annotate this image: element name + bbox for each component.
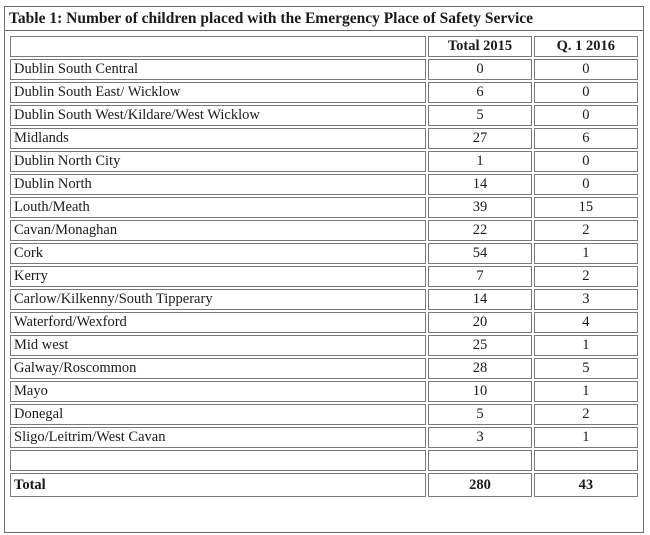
table-row: Cork 54 1 [10, 243, 638, 264]
q1-2016-cell: 0 [533, 105, 638, 126]
total-2015-cell: 39 [428, 197, 532, 218]
table-row: Galway/Roscommon 28 5 [10, 358, 638, 379]
q1-2016-cell: 2 [533, 404, 638, 425]
total-2015-cell: 25 [428, 335, 532, 356]
region-cell: Donegal [10, 404, 427, 425]
table-row: Waterford/Wexford 20 4 [10, 312, 638, 333]
region-cell: Louth/Meath [10, 197, 427, 218]
q1-2016-cell: 2 [533, 220, 638, 241]
total-row: Total 280 43 [10, 473, 638, 497]
header-region [10, 36, 427, 57]
q1-2016-cell: 15 [533, 197, 638, 218]
total-2015-cell: 14 [428, 289, 532, 310]
table-row: Mayo 10 1 [10, 381, 638, 402]
q1-2016-cell: 0 [533, 151, 638, 172]
region-cell: Kerry [10, 266, 427, 287]
region-cell: Cavan/Monaghan [10, 220, 427, 241]
table-caption: Table 1: Number of children placed with … [5, 7, 643, 31]
header-q1-2016: Q. 1 2016 [533, 36, 638, 57]
total-2015-cell: 20 [428, 312, 532, 333]
q1-2016-cell: 2 [533, 266, 638, 287]
region-cell: Carlow/Kilkenny/South Tipperary [10, 289, 427, 310]
total-2015-cell: 54 [428, 243, 532, 264]
q1-2016-cell: 0 [533, 174, 638, 195]
total-2015-cell: 22 [428, 220, 532, 241]
q1-2016-cell: 4 [533, 312, 638, 333]
total-2015-cell: 6 [428, 82, 532, 103]
data-table-frame: Table 1: Number of children placed with … [4, 6, 644, 533]
region-cell: Dublin South East/ Wicklow [10, 82, 427, 103]
total-q1-2016-sum-cell: 43 [533, 473, 638, 497]
table-row: Donegal 5 2 [10, 404, 638, 425]
total-2015-cell: 14 [428, 174, 532, 195]
table-row: Dublin South Central 0 0 [10, 59, 638, 80]
total-2015-cell: 10 [428, 381, 532, 402]
table-row: Mid west 25 1 [10, 335, 638, 356]
table-row: Dublin South West/Kildare/West Wicklow 5 0 [10, 105, 638, 126]
region-cell: Cork [10, 243, 427, 264]
region-cell: Sligo/Leitrim/West Cavan [10, 427, 427, 448]
total-2015-cell: 7 [428, 266, 532, 287]
table-row: Midlands 27 6 [10, 128, 638, 149]
region-cell: Waterford/Wexford [10, 312, 427, 333]
table-row: Dublin North 14 0 [10, 174, 638, 195]
total-2015-cell: 28 [428, 358, 532, 379]
header-total-2015: Total 2015 [428, 36, 532, 57]
total-2015-cell: 27 [428, 128, 532, 149]
table-row: Sligo/Leitrim/West Cavan 3 1 [10, 427, 638, 448]
q1-2016-cell: 1 [533, 335, 638, 356]
q1-2016-cell: 5 [533, 358, 638, 379]
q1-2016-cell: 1 [533, 427, 638, 448]
table-row: Kerry 7 2 [10, 266, 638, 287]
total-2015-sum-cell: 280 [428, 473, 532, 497]
table-row: Cavan/Monaghan 22 2 [10, 220, 638, 241]
q1-2016-cell: 0 [533, 59, 638, 80]
q1-2016-cell: 0 [533, 82, 638, 103]
header-row: Total 2015 Q. 1 2016 [10, 36, 638, 57]
region-cell: Dublin South Central [10, 59, 427, 80]
empty-cell [428, 450, 532, 471]
q1-2016-cell: 6 [533, 128, 638, 149]
q1-2016-cell: 1 [533, 243, 638, 264]
empty-row [10, 450, 638, 471]
total-2015-cell: 3 [428, 427, 532, 448]
table-row: Dublin South East/ Wicklow 6 0 [10, 82, 638, 103]
children-placed-table: Total 2015 Q. 1 2016 Dublin South Centra… [8, 34, 640, 499]
total-label-cell: Total [10, 473, 427, 497]
empty-cell [533, 450, 638, 471]
region-cell: Dublin North [10, 174, 427, 195]
region-cell: Dublin South West/Kildare/West Wicklow [10, 105, 427, 126]
region-cell: Midlands [10, 128, 427, 149]
region-cell: Mayo [10, 381, 427, 402]
table-row: Dublin North City 1 0 [10, 151, 638, 172]
table-body: Dublin South Central 0 0 Dublin South East/… [10, 59, 638, 497]
q1-2016-cell: 1 [533, 381, 638, 402]
region-cell: Dublin North City [10, 151, 427, 172]
region-cell: Galway/Roscommon [10, 358, 427, 379]
total-2015-cell: 1 [428, 151, 532, 172]
region-cell: Mid west [10, 335, 427, 356]
total-2015-cell: 5 [428, 404, 532, 425]
total-2015-cell: 5 [428, 105, 532, 126]
table-row: Louth/Meath 39 15 [10, 197, 638, 218]
table-row: Carlow/Kilkenny/South Tipperary 14 3 [10, 289, 638, 310]
q1-2016-cell: 3 [533, 289, 638, 310]
empty-cell [10, 450, 427, 471]
total-2015-cell: 0 [428, 59, 532, 80]
